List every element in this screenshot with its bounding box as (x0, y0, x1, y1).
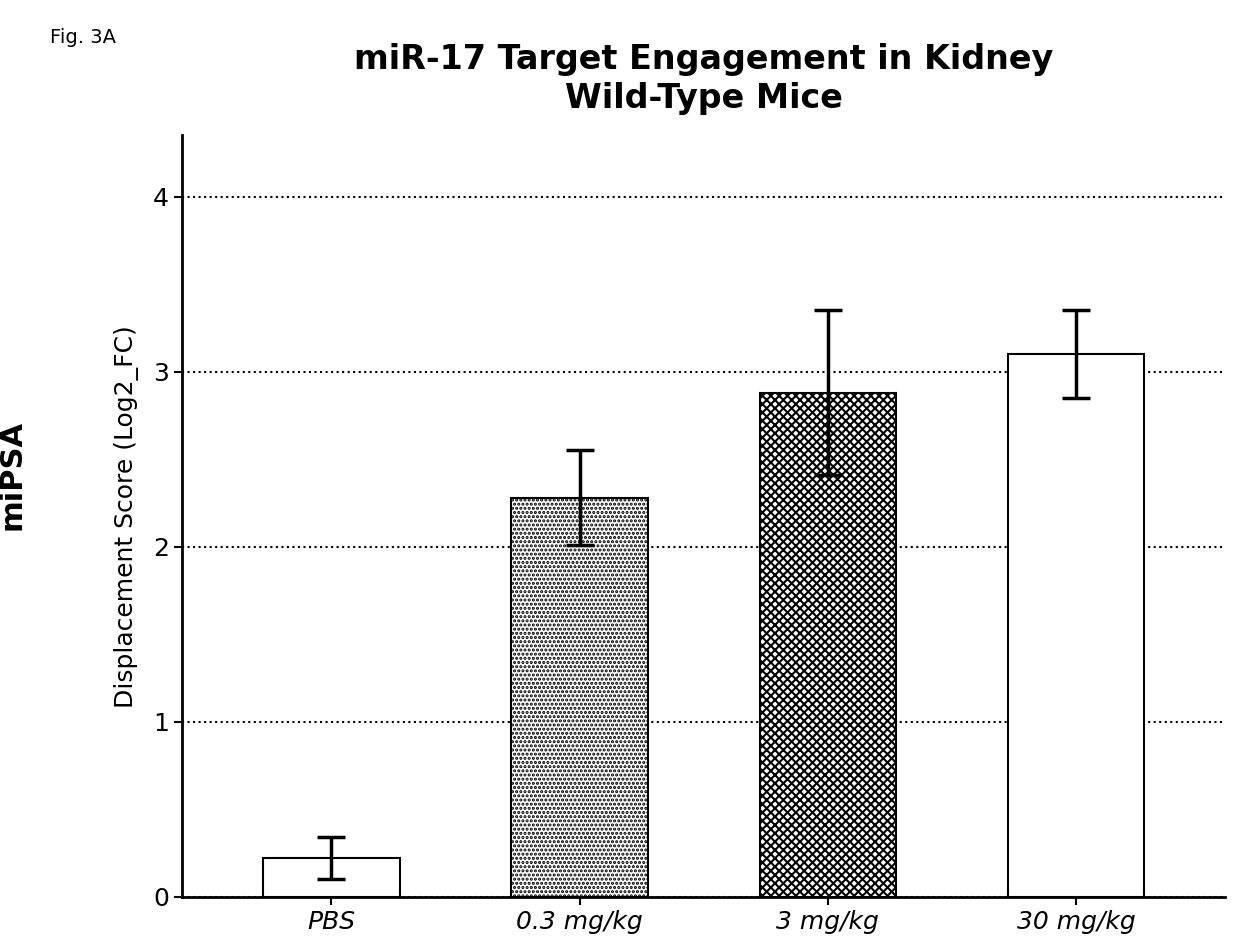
Bar (760, 393, 897, 897)
Bar (263, 858, 399, 897)
Text: miPSA: miPSA (0, 419, 27, 530)
Y-axis label: Displacement Score (Log2_FC): Displacement Score (Log2_FC) (114, 325, 139, 708)
Title: miR-17 Target Engagement in Kidney
Wild-Type Mice: miR-17 Target Engagement in Kidney Wild-… (353, 44, 1053, 115)
Bar (1008, 354, 1145, 897)
Bar (511, 497, 647, 897)
Text: Fig. 3A: Fig. 3A (50, 28, 115, 47)
